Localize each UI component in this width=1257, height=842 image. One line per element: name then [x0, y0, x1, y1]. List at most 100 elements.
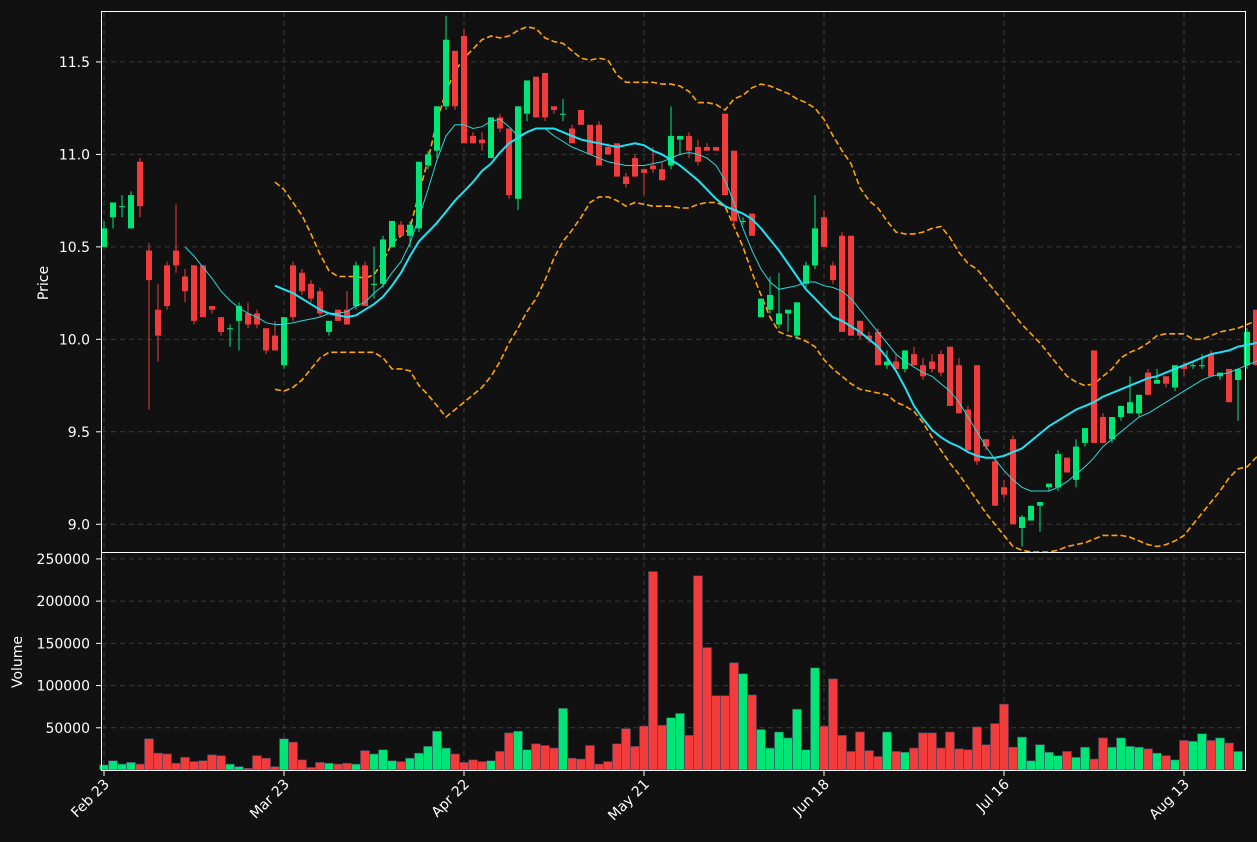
candle-body — [920, 365, 926, 377]
volume-tick-label: 200000 — [37, 594, 90, 610]
candle-body — [1190, 365, 1196, 367]
volume-bar — [1152, 752, 1162, 771]
volume-bar — [1215, 737, 1225, 771]
candle-body — [200, 265, 206, 318]
candle-body — [704, 147, 710, 151]
volume-bar — [675, 713, 685, 771]
volume-tick-label: 150000 — [37, 636, 90, 652]
volume-bar — [162, 753, 172, 771]
volume-tick-label: 100000 — [37, 679, 90, 695]
price-axis-label: Price — [36, 266, 52, 300]
candle-body — [263, 328, 269, 351]
volume-bar — [117, 763, 127, 771]
candle-body — [128, 195, 134, 229]
candle-body — [902, 350, 908, 369]
volume-bar — [765, 747, 775, 771]
volume-bar — [963, 749, 973, 771]
volume-bar — [720, 695, 730, 771]
candle-body — [524, 80, 530, 114]
candle-body — [1208, 354, 1214, 377]
candle-body — [1082, 428, 1088, 443]
candle-body — [290, 265, 296, 318]
volume-bar — [1179, 740, 1189, 771]
volume-bar — [873, 756, 883, 771]
candle-body — [497, 117, 503, 129]
candle-body — [677, 135, 683, 140]
candle-body — [479, 139, 485, 144]
volume-bar — [666, 717, 676, 771]
volume-bar — [324, 762, 334, 771]
volume-bar — [450, 753, 460, 771]
volume-bar — [693, 575, 703, 771]
volume-bar — [459, 762, 469, 771]
volume-bar — [594, 763, 604, 771]
volume-bar — [1035, 744, 1045, 771]
candle-body — [587, 124, 593, 155]
candle-body — [209, 306, 215, 310]
candle-body — [1136, 394, 1142, 414]
volume-bar — [423, 746, 433, 771]
volume-bar — [126, 762, 136, 771]
volume-bar — [981, 744, 991, 771]
candle-body — [443, 39, 449, 107]
candle-body — [758, 298, 764, 318]
candle-body — [533, 76, 539, 118]
volume-bar — [432, 730, 442, 771]
candle-body — [371, 283, 377, 285]
candle-body — [992, 461, 998, 506]
volume-bar — [342, 762, 352, 771]
volume-bar — [495, 751, 505, 771]
volume-tick-label: 250000 — [37, 552, 90, 568]
fast-moving-average-line — [184, 118, 1257, 492]
volume-bar — [738, 673, 748, 771]
volume-bar — [1188, 740, 1198, 771]
candle-body — [911, 354, 917, 366]
volume-bar — [243, 768, 253, 771]
volume-bar — [684, 735, 694, 771]
candle-body — [380, 239, 386, 284]
price-tick-label: 10.0 — [59, 332, 90, 348]
candle-body — [1100, 417, 1106, 443]
volume-bar — [279, 738, 289, 771]
volume-bar — [468, 759, 478, 771]
volume-bar — [828, 678, 838, 771]
volume-bars — [99, 571, 1243, 771]
candle-body — [578, 110, 584, 125]
price-tick-label: 11.5 — [59, 55, 90, 71]
volume-bar — [441, 747, 451, 771]
volume-bar — [1008, 746, 1018, 771]
candle-body — [1253, 309, 1257, 366]
candle-body — [542, 73, 548, 118]
candle-body — [146, 250, 152, 281]
candle-body — [488, 117, 494, 159]
volume-bar — [333, 763, 343, 771]
volume-panel-grid — [102, 553, 1245, 770]
volume-bar — [630, 746, 640, 771]
candle-body — [722, 113, 728, 196]
volume-bar — [1026, 760, 1036, 771]
candle-body — [308, 283, 314, 299]
volume-bar — [234, 766, 244, 771]
candle-body — [713, 147, 719, 151]
volume-bar — [99, 764, 109, 771]
volume-tick-label: 50000 — [45, 721, 90, 737]
volume-bar — [837, 735, 847, 771]
volume-bar — [1170, 759, 1180, 771]
volume-bar — [846, 751, 856, 771]
volume-bar — [261, 757, 271, 771]
candle-body — [1046, 483, 1052, 488]
volume-bar — [657, 724, 667, 771]
candle-body — [1163, 376, 1169, 384]
volume-bar — [1053, 755, 1063, 771]
candle-body — [461, 36, 467, 144]
volume-bar — [567, 757, 577, 771]
volume-bar — [1233, 751, 1243, 771]
volume-bar — [144, 738, 154, 771]
candle-body — [866, 335, 872, 340]
candle-body — [947, 346, 953, 406]
price-tick-label: 10.5 — [59, 240, 90, 256]
candle-body — [1118, 405, 1124, 417]
volume-bar — [153, 752, 163, 771]
candle-body — [965, 409, 971, 451]
